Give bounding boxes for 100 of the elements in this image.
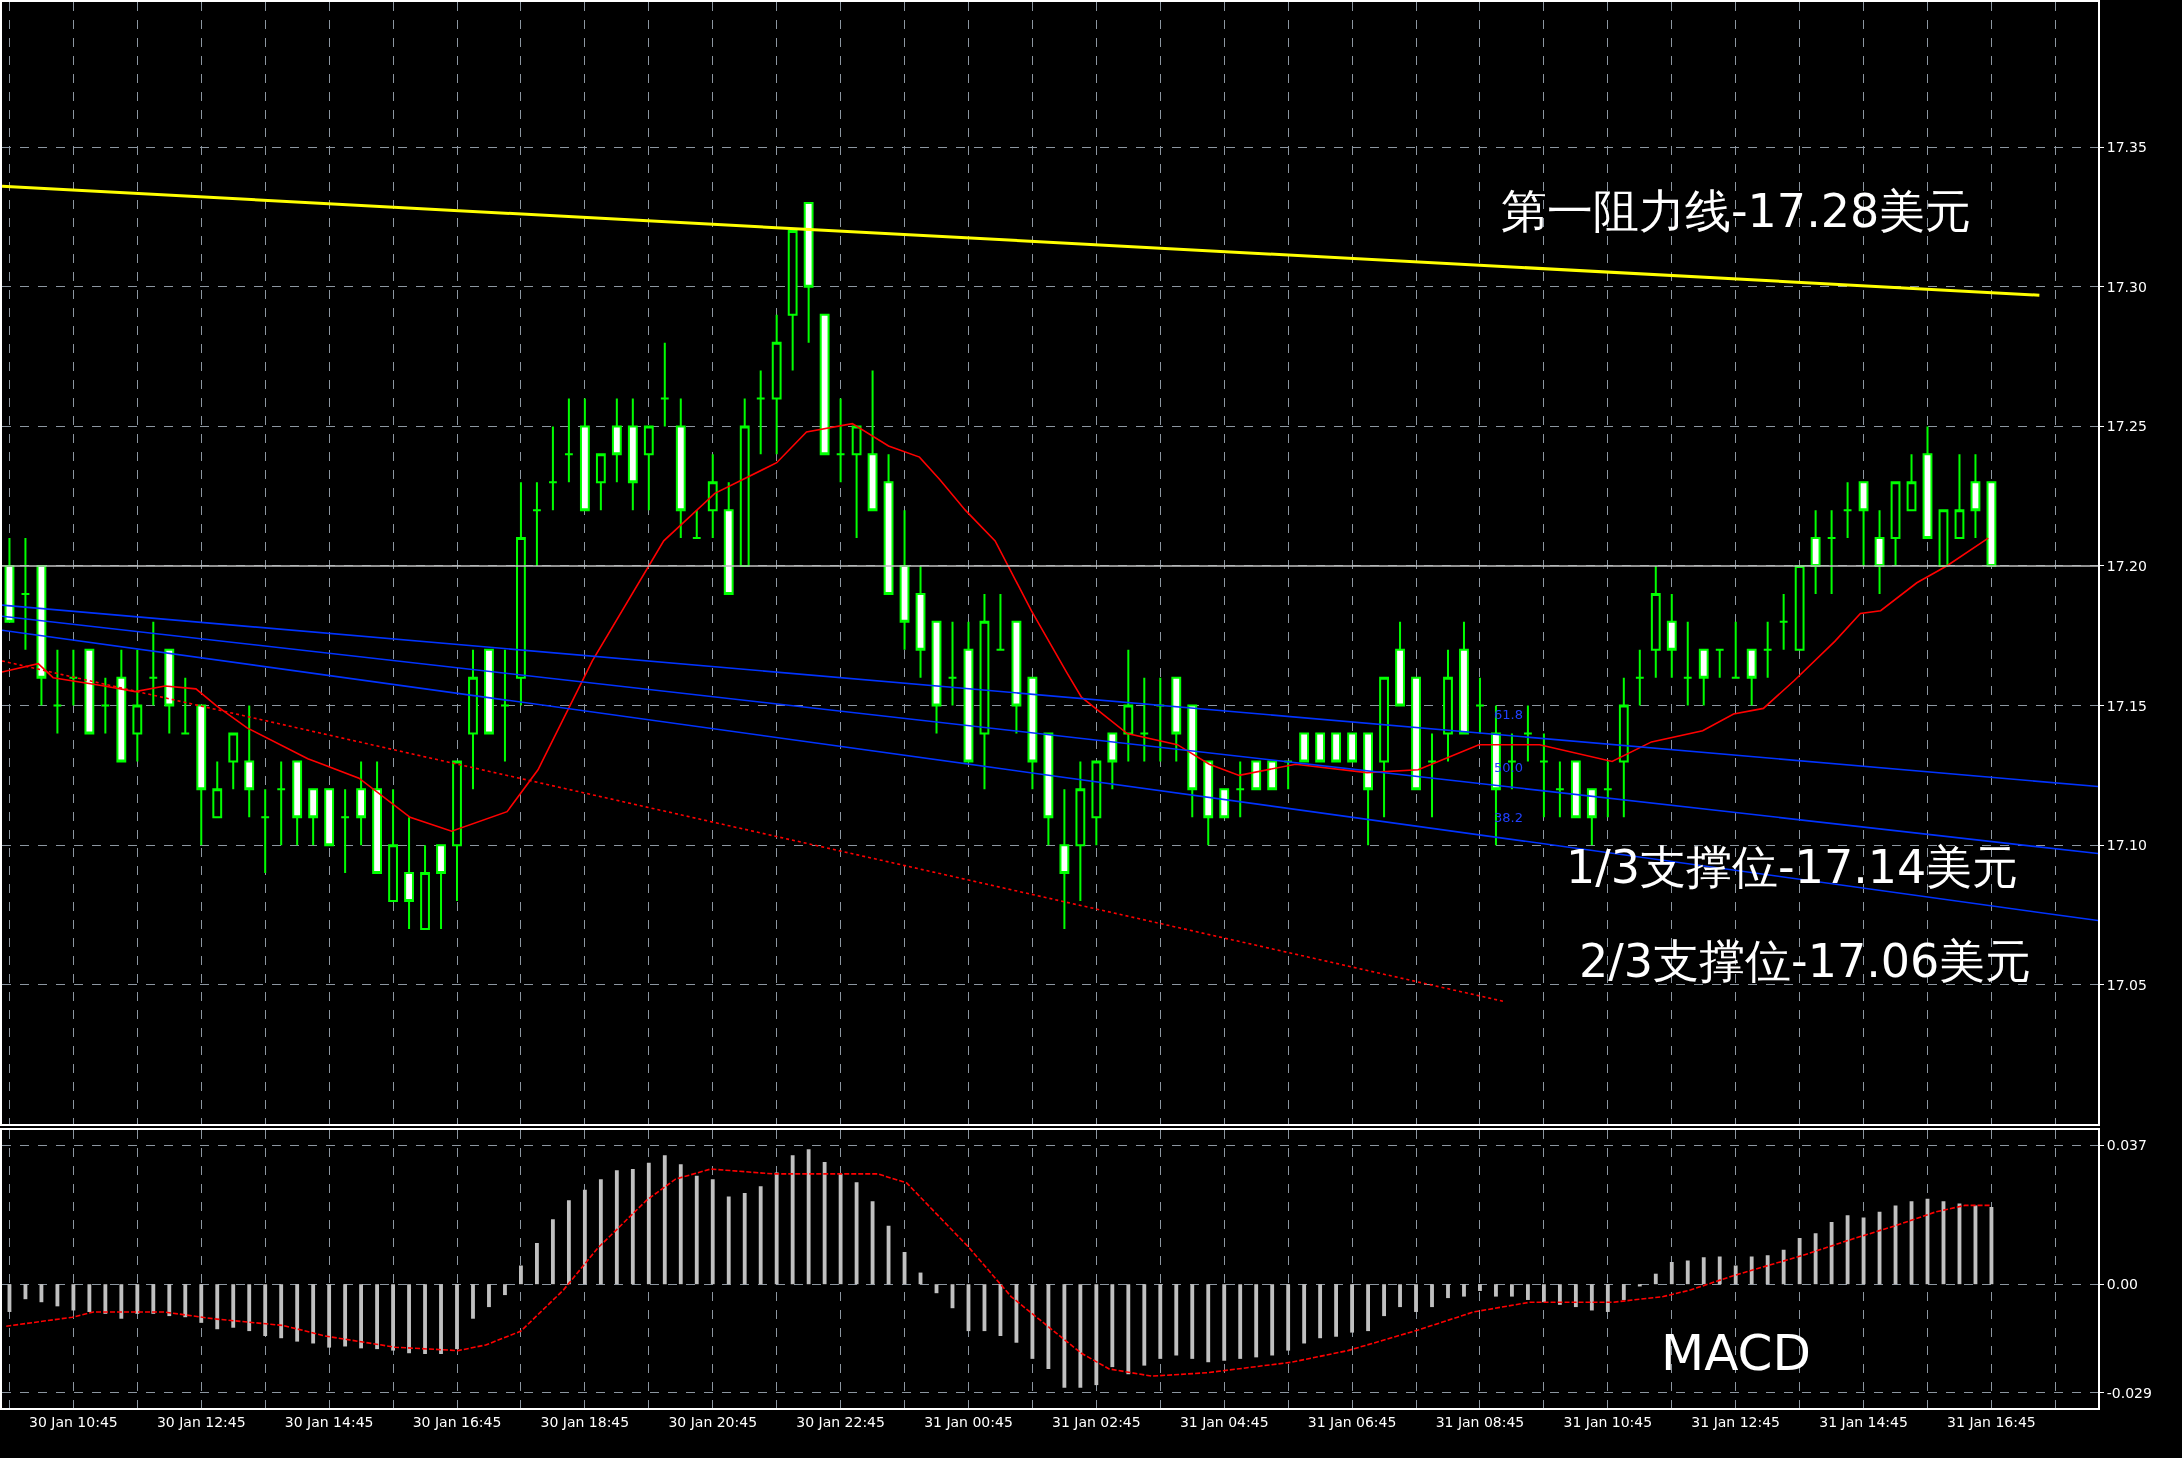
candlestick bbox=[1746, 648, 1757, 707]
candlestick bbox=[1123, 648, 1134, 763]
candlestick bbox=[563, 397, 574, 484]
candlestick bbox=[1091, 760, 1102, 847]
bar bbox=[742, 1193, 747, 1285]
bar bbox=[1302, 1284, 1307, 1344]
candlestick bbox=[867, 369, 878, 512]
x-tick-label: 31 Jan 16:45 bbox=[1947, 1413, 2036, 1430]
candlestick bbox=[1762, 620, 1773, 679]
candlestick bbox=[1554, 760, 1565, 819]
candlestick bbox=[915, 564, 926, 679]
bar bbox=[598, 1179, 603, 1285]
x-tick-label: 31 Jan 04:45 bbox=[1179, 1413, 1269, 1430]
candlestick bbox=[579, 397, 590, 512]
bar bbox=[822, 1161, 827, 1285]
candlestick bbox=[1027, 676, 1038, 791]
bar bbox=[1094, 1284, 1099, 1386]
candlestick bbox=[1379, 676, 1389, 819]
bar bbox=[662, 1155, 667, 1285]
bar bbox=[407, 1284, 411, 1354]
candlestick bbox=[132, 648, 143, 763]
bar bbox=[343, 1284, 348, 1347]
bar bbox=[1669, 1262, 1674, 1285]
x-tick-label: 30 Jan 14:45 bbox=[284, 1413, 374, 1430]
bar bbox=[1717, 1256, 1722, 1285]
bar bbox=[1254, 1284, 1259, 1358]
bar bbox=[1653, 1273, 1658, 1285]
candlestick bbox=[819, 313, 830, 456]
candlestick bbox=[931, 620, 942, 735]
bar bbox=[231, 1284, 236, 1328]
candlestick bbox=[1698, 648, 1709, 707]
bar bbox=[1733, 1265, 1738, 1285]
bar bbox=[1478, 1284, 1482, 1291]
annotation: 2/3支撑位-17.06美元 bbox=[1579, 934, 2032, 988]
candlestick bbox=[771, 313, 782, 456]
candlestick bbox=[1618, 676, 1629, 819]
candlestick bbox=[1634, 648, 1645, 707]
candlestick bbox=[979, 592, 990, 791]
candlestick bbox=[739, 397, 750, 567]
candlestick bbox=[1842, 481, 1853, 540]
bar bbox=[838, 1173, 843, 1285]
bar bbox=[790, 1155, 795, 1285]
bar bbox=[1749, 1256, 1754, 1285]
candlestick bbox=[691, 509, 702, 540]
bar bbox=[1318, 1284, 1323, 1339]
x-tick-label: 31 Jan 00:45 bbox=[924, 1413, 1013, 1430]
bar bbox=[566, 1200, 571, 1285]
y-tick-label: 17.05 bbox=[2106, 976, 2147, 993]
bar bbox=[1126, 1284, 1131, 1375]
x-tick-label: 31 Jan 10:45 bbox=[1563, 1413, 1653, 1430]
bar bbox=[1430, 1284, 1434, 1308]
candlestick bbox=[835, 397, 846, 484]
candlestick bbox=[84, 648, 95, 735]
bar bbox=[1589, 1284, 1594, 1311]
bar bbox=[1046, 1284, 1051, 1369]
candlestick bbox=[1427, 732, 1437, 819]
y-tick-label: 0.00 bbox=[2106, 1276, 2138, 1293]
bar bbox=[1270, 1284, 1275, 1356]
candlestick bbox=[1299, 732, 1310, 763]
candlestick bbox=[1682, 620, 1693, 707]
candlestick bbox=[1075, 760, 1086, 903]
candlestick bbox=[452, 760, 462, 903]
bar bbox=[263, 1284, 268, 1336]
bar bbox=[1206, 1284, 1211, 1363]
candlestick bbox=[1570, 760, 1581, 819]
bar bbox=[1190, 1284, 1195, 1359]
bar bbox=[1845, 1215, 1850, 1285]
bar bbox=[1685, 1260, 1690, 1285]
bar bbox=[1510, 1284, 1514, 1297]
candlestick bbox=[611, 397, 622, 484]
candlestick bbox=[803, 202, 814, 344]
bar bbox=[1813, 1233, 1818, 1285]
bar bbox=[694, 1175, 699, 1285]
candlestick bbox=[899, 509, 910, 651]
bar bbox=[614, 1170, 619, 1285]
bar bbox=[550, 1219, 555, 1285]
bar bbox=[1526, 1284, 1530, 1300]
x-tick-label: 31 Jan 06:45 bbox=[1307, 1413, 1397, 1430]
candlestick bbox=[116, 648, 127, 763]
candlestick bbox=[1171, 676, 1182, 763]
bar bbox=[471, 1284, 475, 1319]
bar bbox=[1781, 1249, 1786, 1285]
bar bbox=[1334, 1284, 1339, 1337]
y-tick-label: 17.15 bbox=[2106, 697, 2147, 714]
candlestick bbox=[292, 760, 303, 847]
y-tick-label: 17.30 bbox=[2106, 278, 2147, 295]
candlestick bbox=[1043, 732, 1054, 847]
bar bbox=[1350, 1284, 1355, 1333]
x-tick-label: 30 Jan 16:45 bbox=[412, 1413, 502, 1430]
candlestick bbox=[1730, 620, 1741, 679]
candlestick bbox=[148, 620, 159, 707]
candlestick bbox=[963, 620, 974, 763]
candlestick bbox=[1906, 453, 1917, 512]
candlestick bbox=[675, 397, 686, 540]
candlestick bbox=[484, 648, 494, 735]
bar bbox=[1222, 1284, 1227, 1361]
bar bbox=[1701, 1257, 1706, 1285]
bar bbox=[1765, 1255, 1770, 1285]
annotation: MACD bbox=[1661, 1324, 1811, 1382]
bar bbox=[1398, 1284, 1402, 1308]
